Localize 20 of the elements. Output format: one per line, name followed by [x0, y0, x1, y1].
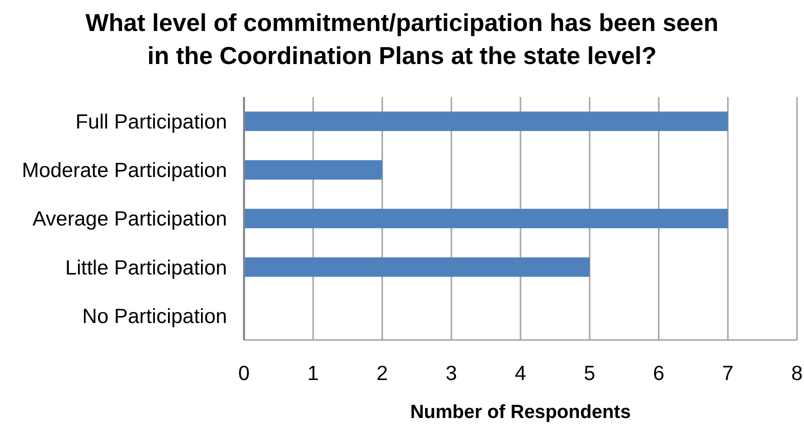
y-tick-label: No Participation [82, 304, 227, 328]
bar [244, 208, 728, 228]
x-axis-title: Number of Respondents [410, 402, 631, 423]
x-tick-label: 7 [722, 362, 734, 385]
y-tick-label: Average Participation [32, 208, 227, 231]
bar [244, 160, 382, 180]
y-tick-label: Little Participation [65, 256, 227, 280]
bar [244, 112, 728, 132]
x-tick-label: 3 [446, 362, 458, 385]
chart-title: What level of commitment/participation has been seen in the Coordination Plans at the state level? [85, 10, 719, 70]
x-tick-label: 6 [653, 362, 664, 385]
x-tick-label: 2 [376, 362, 388, 385]
x-tick-label: 1 [307, 362, 319, 385]
x-tick-label: 8 [791, 362, 803, 385]
y-tick-label: Full Participation [75, 110, 227, 134]
x-tick-label: 0 [238, 362, 250, 385]
x-tick-label: 4 [514, 362, 526, 385]
y-tick-label: Moderate Participation [22, 159, 227, 182]
x-tick-label: 5 [584, 362, 596, 385]
bar [244, 257, 590, 277]
